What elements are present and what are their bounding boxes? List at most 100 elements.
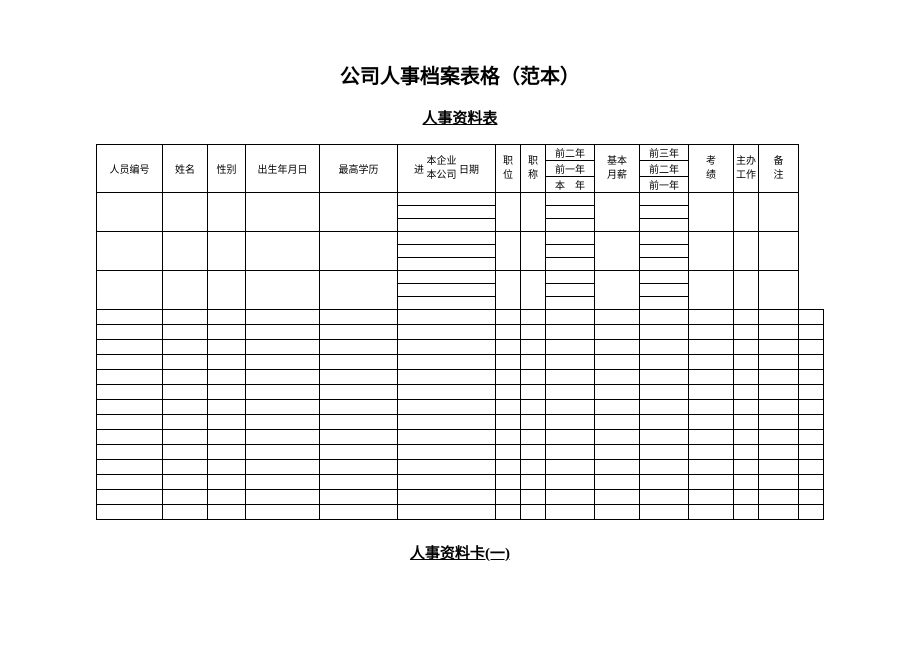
table-cell: [640, 232, 689, 245]
col-education: 最高学历: [320, 145, 398, 193]
table-cell: [595, 271, 640, 310]
table-cell: [734, 475, 759, 490]
table-cell: [759, 415, 799, 430]
table-cell: [759, 445, 799, 460]
table-cell: [640, 475, 689, 490]
section-title-2: 人事资料卡(一): [0, 520, 920, 563]
table-cell: [689, 460, 734, 475]
table-cell: [320, 400, 398, 415]
table-cell: [546, 284, 595, 297]
table-cell: [246, 385, 320, 400]
table-cell: [546, 355, 595, 370]
table-cell: [595, 400, 640, 415]
table-cell: [97, 325, 163, 340]
table-cell: [320, 325, 398, 340]
table-cell: [546, 430, 595, 445]
mw-top: 主办: [736, 155, 756, 169]
table-cell: [546, 370, 595, 385]
table-cell: [595, 460, 640, 475]
table-cell: [640, 245, 689, 258]
col-remark: 备注: [759, 145, 799, 193]
table-cell: [521, 355, 546, 370]
table-cell: [521, 475, 546, 490]
table-cell: [595, 385, 640, 400]
table-cell: [398, 430, 496, 445]
table-cell: [640, 400, 689, 415]
col-salary-sub-1: 前二年: [546, 145, 595, 161]
table-cell: [246, 400, 320, 415]
table-cell: [163, 232, 208, 271]
table-cell: [163, 385, 208, 400]
table-cell: [208, 193, 246, 232]
entry-mid-top: 本企业: [427, 155, 457, 169]
table-cell: [208, 445, 246, 460]
table-cell: [496, 505, 521, 520]
table-cell: [163, 325, 208, 340]
table-cell: [163, 475, 208, 490]
table-cell: [398, 445, 496, 460]
table-cell: [595, 505, 640, 520]
table-cell: [640, 370, 689, 385]
table-cell: [208, 325, 246, 340]
mw-bot: 工作: [736, 169, 756, 183]
col-gender: 性别: [208, 145, 246, 193]
table-cell: [163, 355, 208, 370]
table-cell: [546, 271, 595, 284]
table-cell: [398, 385, 496, 400]
table-cell: [398, 355, 496, 370]
col-salary2-sub-2: 前二年: [640, 161, 689, 177]
table-cell: [595, 310, 640, 325]
table-cell: [246, 310, 320, 325]
table-cell: [799, 325, 824, 340]
table-cell: [320, 430, 398, 445]
table-cell: [398, 193, 496, 206]
col-name: 姓名: [163, 145, 208, 193]
table-cell: [398, 206, 496, 219]
table-cell: [163, 340, 208, 355]
page-title: 公司人事档案表格（范本）: [0, 0, 920, 107]
table-cell: [521, 385, 546, 400]
table-cell: [398, 415, 496, 430]
table-cell: [496, 400, 521, 415]
table-cell: [97, 385, 163, 400]
table-cell: [734, 385, 759, 400]
table-cell: [246, 490, 320, 505]
table-cell: [759, 460, 799, 475]
table-cell: [246, 325, 320, 340]
table-cell: [398, 219, 496, 232]
table-cell: [640, 415, 689, 430]
table-cell: [398, 271, 496, 284]
table-cell: [521, 232, 546, 271]
table-cell: [759, 475, 799, 490]
table-cell: [496, 232, 521, 271]
table-cell: [734, 445, 759, 460]
table-cell: [320, 340, 398, 355]
table-cell: [689, 271, 734, 310]
table-cell: [689, 385, 734, 400]
table-cell: [640, 460, 689, 475]
table-cell: [689, 445, 734, 460]
personnel-table: 人员编号 姓名 性别 出生年月日 最高学历 进 本企业 本公司 日期 职位 职称…: [96, 144, 824, 520]
table-cell: [521, 325, 546, 340]
table-cell: [734, 505, 759, 520]
table-cell: [546, 232, 595, 245]
table-cell: [521, 340, 546, 355]
table-cell: [689, 355, 734, 370]
table-cell: [759, 193, 799, 232]
table-cell: [640, 355, 689, 370]
table-cell: [97, 505, 163, 520]
table-cell: [398, 245, 496, 258]
table-cell: [496, 460, 521, 475]
table-cell: [799, 310, 824, 325]
table-cell: [496, 415, 521, 430]
table-cell: [734, 355, 759, 370]
col-title: 职称: [521, 145, 546, 193]
table-cell: [398, 325, 496, 340]
table-cell: [97, 475, 163, 490]
table-cell: [595, 430, 640, 445]
table-cell: [521, 370, 546, 385]
table-cell: [496, 193, 521, 232]
col-salary2-sub-1: 前三年: [640, 145, 689, 161]
table-cell: [734, 193, 759, 232]
table-cell: [398, 505, 496, 520]
